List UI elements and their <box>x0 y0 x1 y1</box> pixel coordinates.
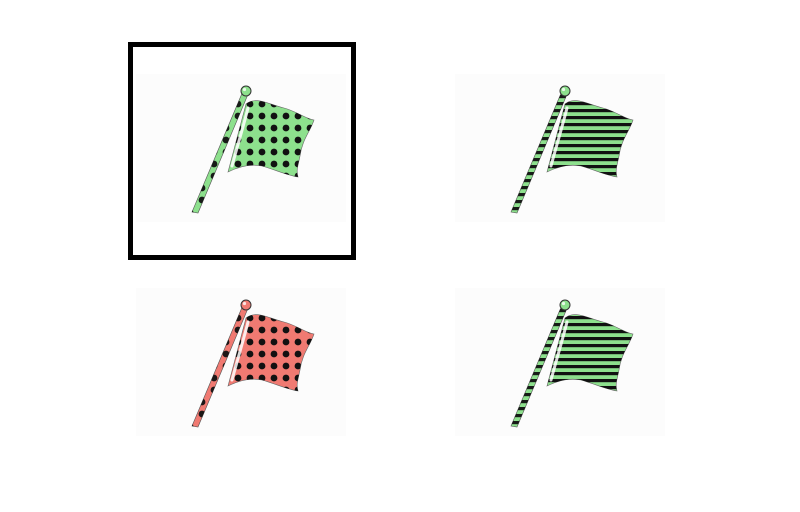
flag-icon <box>510 299 634 428</box>
flag-icon <box>191 85 315 214</box>
flag-icon <box>510 85 634 214</box>
flag-option-2[interactable] <box>455 74 665 222</box>
flag-option-3[interactable] <box>136 288 346 436</box>
flag-option-1[interactable] <box>136 74 346 222</box>
flag-icon <box>191 299 315 428</box>
flag-option-4[interactable] <box>455 288 665 436</box>
